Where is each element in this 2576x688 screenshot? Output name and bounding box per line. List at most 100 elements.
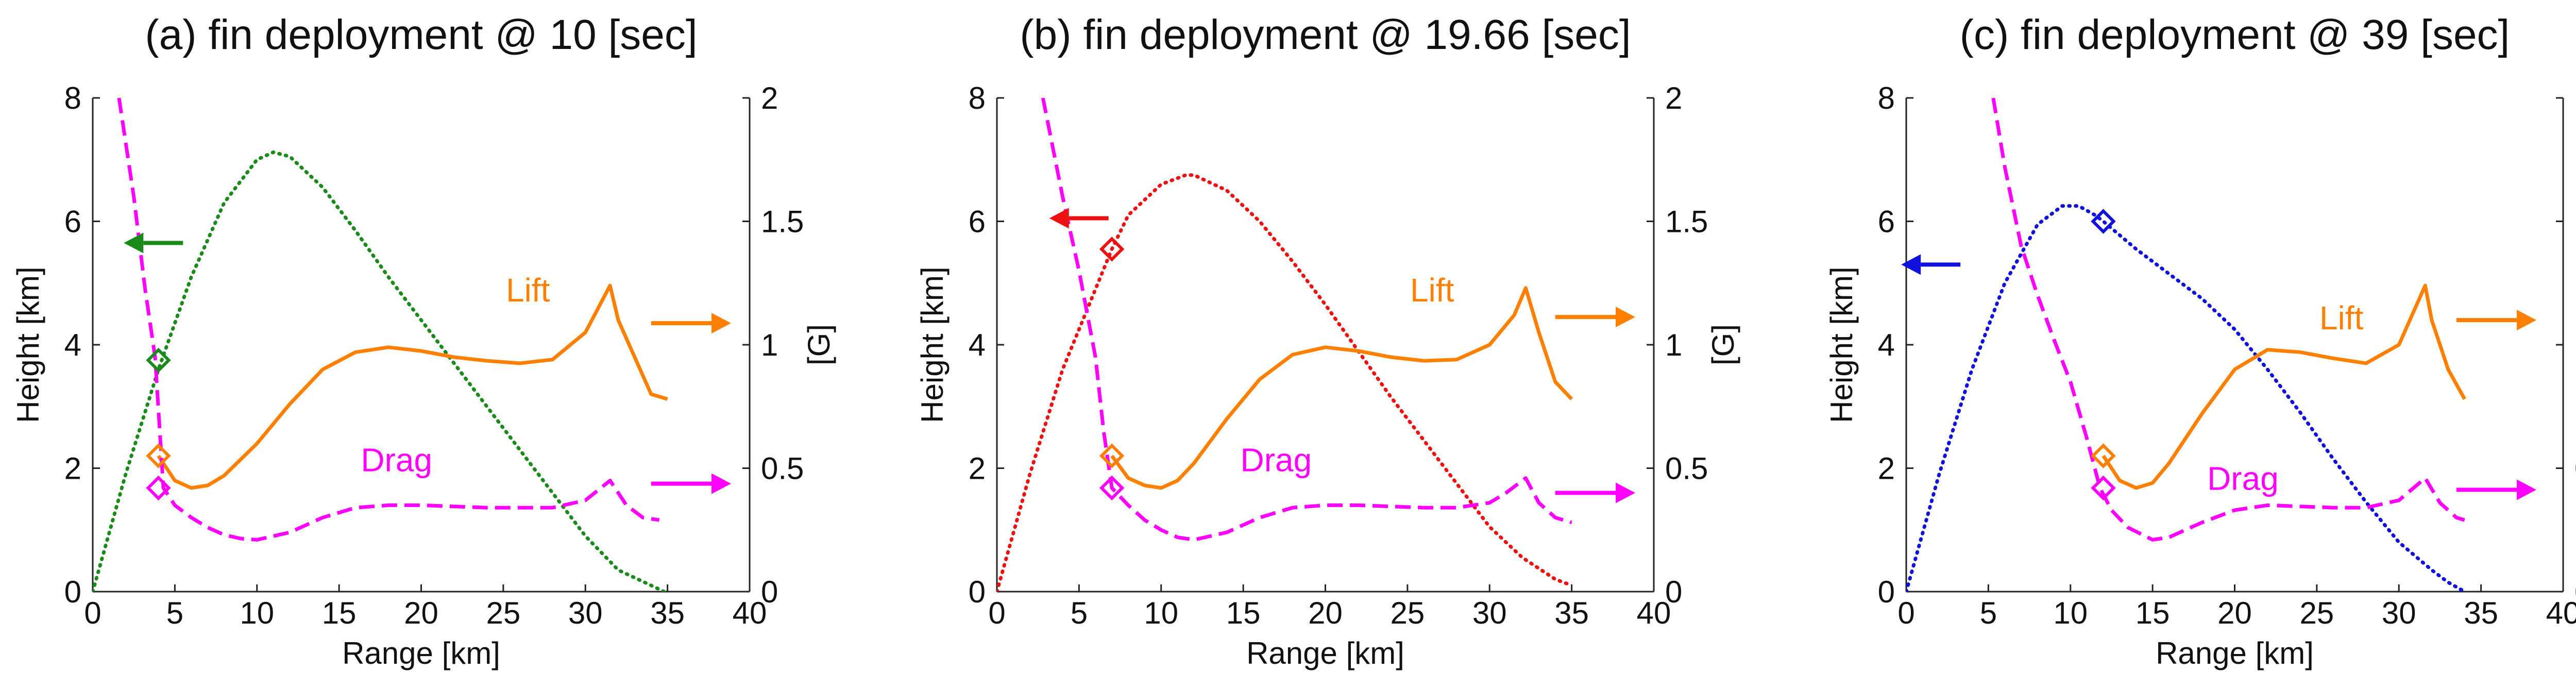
chart-title: (a) fin deployment @ 10 [sec]	[145, 11, 697, 58]
series-line-drag	[1041, 98, 1572, 542]
y-tick-label-right: 0.5	[1665, 451, 1708, 486]
y-tick-label-right: 1	[761, 328, 778, 362]
x-tick-label: 20	[404, 596, 438, 630]
y-tick-label-right: 1	[2574, 328, 2576, 362]
x-tick-label: 5	[166, 596, 183, 630]
plot-area	[997, 98, 1574, 592]
deployment-marker	[146, 475, 171, 501]
y-tick-label-left: 8	[64, 81, 81, 115]
series-line-drag	[117, 98, 660, 542]
x-tick-label: 40	[2546, 596, 2576, 630]
chart-panel-1: (a) fin deployment @ 10 [sec]0 5 10 15 20 25 3…	[11, 11, 836, 670]
y-tick-label-right: 0	[2574, 575, 2576, 609]
y-axis-label-right: [G]	[1706, 324, 1740, 365]
arrow-head	[1901, 254, 1921, 275]
x-tick-label: 0	[988, 596, 1005, 630]
y-tick-label-right: 2	[761, 81, 778, 115]
arrow-left-axis	[1049, 208, 1109, 229]
x-tick-label: 25	[486, 596, 521, 630]
arrow-head	[124, 232, 144, 254]
chart-title: (c) fin deployment @ 39 [sec]	[1960, 11, 2510, 58]
y-tick-label-left: 2	[1878, 451, 1895, 486]
series-label-lift: Lift	[1410, 272, 1454, 309]
y-tick-label-right: 0	[1665, 575, 1682, 609]
y-tick-label-right: 1	[1665, 328, 1682, 362]
y-tick-label-left: 8	[969, 81, 986, 115]
x-tick-label: 5	[1980, 596, 1997, 630]
y-tick-label-right: 2	[1665, 81, 1682, 115]
arrow-right-axis	[651, 313, 731, 334]
arrow-head	[711, 473, 731, 494]
deployment-marker	[2091, 443, 2116, 468]
y-tick-label-right: 2	[2574, 81, 2576, 115]
deployment-marker	[1099, 237, 1125, 262]
y-tick-label-left: 2	[64, 451, 81, 486]
series-line-drag	[1991, 98, 2465, 542]
arrow-right-axis	[651, 473, 731, 494]
x-tick-label: 15	[322, 596, 357, 630]
y-axis-label-left: Height [km]	[11, 266, 45, 423]
series-line-lift	[2102, 283, 2466, 490]
arrow-head	[1616, 482, 1635, 504]
arrow-head	[1616, 307, 1635, 328]
series-line-trajectory	[997, 173, 1574, 592]
x-tick-label: 10	[2053, 596, 2088, 630]
deployment-marker	[146, 443, 171, 468]
x-tick-label: 40	[1637, 596, 1671, 630]
arrow-head	[2517, 310, 2537, 331]
x-tick-label: 25	[1391, 596, 1425, 630]
x-tick-label: 15	[1226, 596, 1261, 630]
arrow-left-axis	[124, 232, 183, 254]
x-tick-label: 5	[1071, 596, 1088, 630]
plot-area	[93, 98, 668, 592]
arrow-right-axis	[1555, 482, 1635, 504]
chart-panel-2: (b) fin deployment @ 19.66 [sec]0 5 10 15 20…	[915, 11, 1740, 670]
series-line-lift	[1110, 286, 1573, 490]
x-tick-label: 0	[1897, 596, 1914, 630]
series-line-lift	[157, 283, 668, 490]
y-axis-label-left: Height [km]	[915, 266, 950, 423]
series-label-drag: Drag	[2207, 460, 2279, 497]
chart-title: (b) fin deployment @ 19.66 [sec]	[1020, 11, 1631, 58]
x-tick-label: 10	[1144, 596, 1178, 630]
plot-area	[1906, 98, 2467, 592]
y-tick-label-left: 2	[969, 451, 986, 486]
arrow-head	[711, 313, 731, 334]
x-tick-label: 35	[1554, 596, 1589, 630]
x-tick-label: 30	[1472, 596, 1507, 630]
chart-panel-3: (c) fin deployment @ 39 [sec]0 5 10 15 20 25 3…	[1824, 11, 2576, 670]
y-tick-label-left: 6	[64, 205, 81, 239]
deployment-marker	[1099, 443, 1125, 468]
deployment-marker	[2091, 209, 2116, 234]
arrow-left-axis	[1901, 254, 1961, 275]
y-tick-label-right: 0.5	[2574, 451, 2576, 486]
x-tick-label: 35	[2464, 596, 2498, 630]
x-tick-label: 20	[2217, 596, 2252, 630]
x-tick-label: 10	[240, 596, 274, 630]
x-axis-label: Range [km]	[2156, 636, 2314, 670]
y-tick-label-right: 0.5	[761, 451, 804, 486]
arrow-head	[1049, 208, 1069, 229]
x-axis-label: Range [km]	[1246, 636, 1404, 670]
x-tick-label: 40	[733, 596, 767, 630]
series-label-drag: Drag	[361, 441, 432, 478]
y-tick-label-left: 4	[64, 328, 81, 362]
y-tick-label-right: 0	[761, 575, 778, 609]
y-tick-label-left: 4	[1878, 328, 1895, 362]
y-tick-label-left: 0	[969, 575, 986, 609]
arrow-right-axis	[2456, 479, 2537, 500]
x-tick-label: 15	[2136, 596, 2170, 630]
series-label-drag: Drag	[1241, 441, 1312, 478]
series-label-lift: Lift	[2319, 299, 2364, 337]
y-tick-label-right: 1.5	[1665, 205, 1708, 239]
y-tick-label-left: 6	[969, 205, 986, 239]
y-tick-label-left: 0	[1878, 575, 1895, 609]
y-axis-label-right: [G]	[802, 324, 836, 365]
y-axis-label-left: Height [km]	[1824, 266, 1859, 423]
y-tick-label-left: 8	[1878, 81, 1895, 115]
x-tick-label: 30	[2382, 596, 2416, 630]
series-line-trajectory	[93, 150, 666, 592]
y-tick-label-right: 1.5	[761, 205, 804, 239]
